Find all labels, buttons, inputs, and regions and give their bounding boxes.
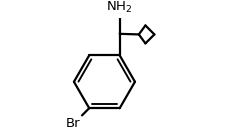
Text: NH$_2$: NH$_2$ [107, 0, 133, 15]
Text: Br: Br [66, 117, 81, 130]
